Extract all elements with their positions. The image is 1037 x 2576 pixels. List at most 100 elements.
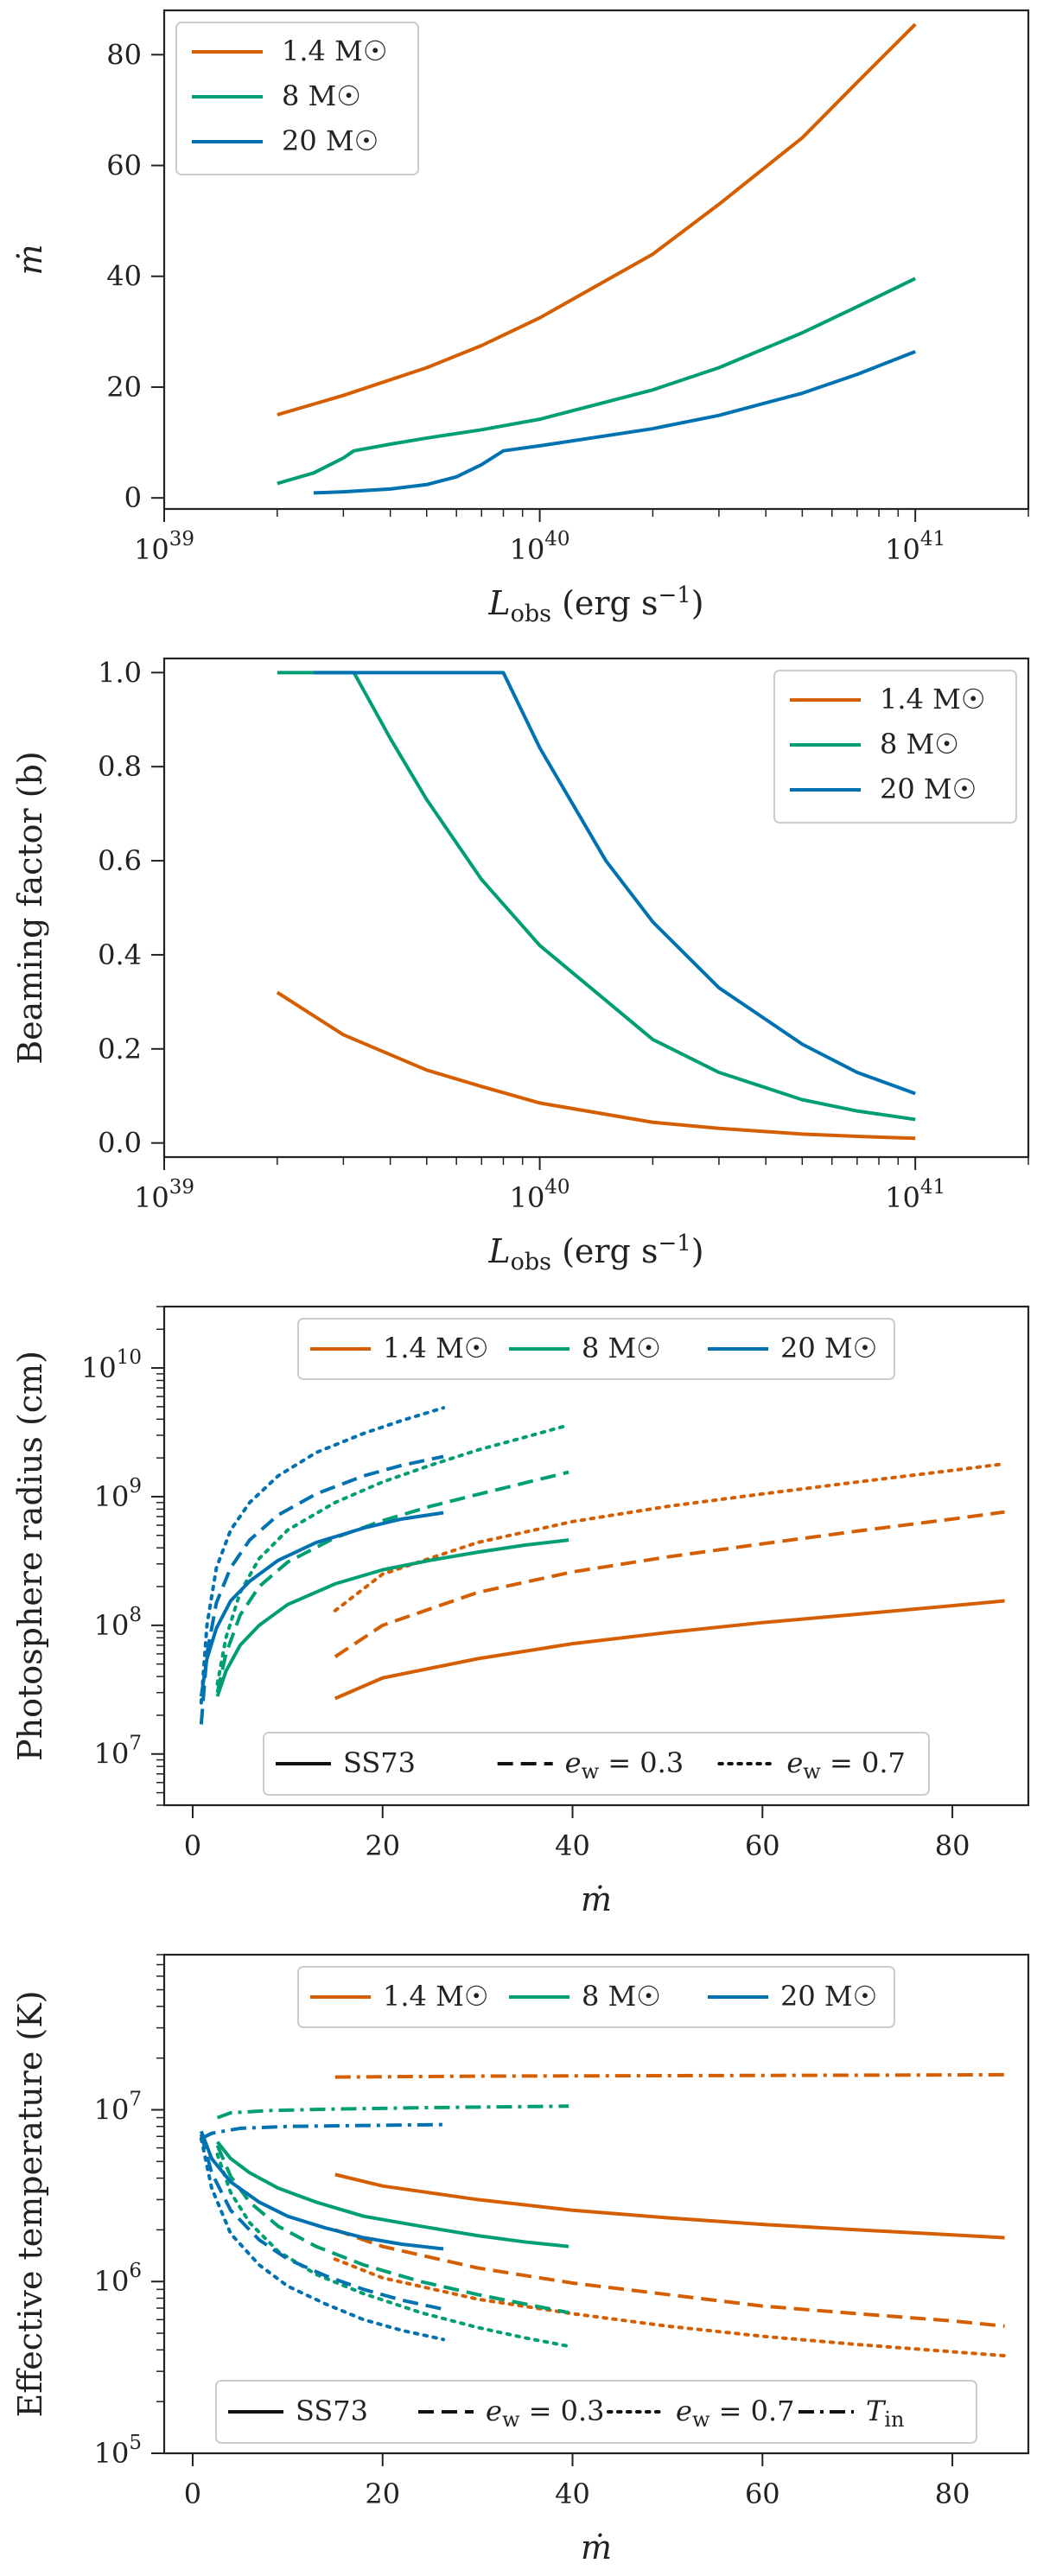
series-line-m8-dashdot — [216, 2104, 569, 2120]
y-tick-label: 107 — [94, 1733, 142, 1771]
series-line-m8-solid — [215, 1538, 569, 1697]
y-tick-label: 60 — [106, 149, 142, 182]
x-tick-label: 1041 — [885, 528, 945, 566]
y-tick-label: 1010 — [81, 1346, 142, 1384]
x-tick-label: 1041 — [885, 1176, 945, 1214]
y-tick-label: 0.2 — [98, 1033, 142, 1065]
x-axis-label: ṁ — [581, 1880, 612, 1918]
y-tick-label: 108 — [94, 1604, 142, 1642]
legend-label-m14: 1.4 M☉ — [880, 683, 986, 716]
legend-label-m8: 8 M☉ — [880, 728, 959, 760]
x-tick-label: 20 — [365, 1829, 400, 1862]
legend-label-m20: 20 M☉ — [880, 773, 977, 805]
style-legend-label-dashed: ew = 0.3 — [565, 1746, 684, 1784]
legend — [297, 1966, 895, 2028]
series-line-m20-dotted — [199, 2136, 446, 2342]
legend-label-m14: 1.4 M☉ — [383, 1980, 489, 2013]
series-line-m20-solid — [313, 671, 916, 1096]
series-line-m20-solid — [199, 2130, 444, 2251]
x-tick-label: 1039 — [134, 528, 194, 566]
x-tick-label: 1040 — [510, 528, 570, 566]
series-line-m20-solid — [199, 1511, 444, 1697]
x-tick-label: 40 — [555, 1829, 590, 1862]
style-legend-label-dashed: ew = 0.3 — [486, 2395, 605, 2432]
y-tick-label: 0.4 — [98, 938, 142, 971]
series-line-m14-solid — [334, 1599, 1005, 1701]
x-axis-label: ṁ — [581, 2528, 612, 2566]
y-tick-label: 105 — [94, 2432, 142, 2470]
chart-mdot: 1039 1040 1041 0 20 40 60 80 Lobs (erg s−1) ṁ 1.4 … — [11, 9, 1030, 627]
series-line-m20-dashdot — [200, 2122, 444, 2140]
axes-frame — [162, 9, 1030, 511]
chart-beaming: 1039 1040 1041 0.0 0.2 0.4 0.6 0.8 1.0 Lobs (erg … — [11, 656, 1030, 1275]
y-tick-label: 109 — [94, 1475, 142, 1513]
x-tick-label: 80 — [935, 1829, 970, 1862]
y-tick-label: 106 — [94, 2260, 142, 2298]
series-line-m14-dashdot — [334, 2072, 1005, 2079]
series-line-m8-solid — [277, 277, 917, 486]
x-tick-label: 40 — [555, 2477, 590, 2510]
style-legend-label-solid: SS73 — [296, 2395, 368, 2427]
x-tick-label: 0 — [184, 2477, 201, 2510]
style-legend-label-dotted: ew = 0.7 — [786, 1746, 906, 1784]
series-group — [276, 671, 916, 1141]
series-group — [277, 22, 917, 495]
series-line-m8-dotted — [215, 2153, 571, 2349]
axes-frame — [162, 1953, 1030, 2455]
x-axis-label: Lobs (erg s−1) — [487, 582, 703, 627]
legend — [297, 1318, 895, 1380]
y-tick-label: 0 — [124, 481, 142, 514]
chart-photosphere: 0 20 40 60 80 107 108 109 1010 ṁ Photosphere radiu… — [11, 1305, 1030, 1918]
legend-label-m20: 20 M☉ — [282, 124, 379, 157]
y-tick-label: 40 — [106, 260, 142, 293]
series-line-m14-solid — [276, 990, 916, 1141]
series-line-m14-solid — [334, 2172, 1005, 2240]
legend-label-m8: 8 M☉ — [582, 1980, 661, 2013]
style-legend — [263, 1732, 930, 1796]
series-line-m14-dashed — [334, 2228, 1005, 2328]
series-group — [199, 2072, 1007, 2358]
chart-temperature: 0 20 40 60 80 105 106 107 ṁ Effective temperature… — [11, 1953, 1030, 2566]
series-line-m14-dotted — [333, 1461, 1007, 1612]
x-tick-label: 80 — [935, 2477, 970, 2510]
style-legend — [215, 2380, 977, 2444]
series-line-m8-dashed — [215, 2144, 569, 2315]
series-line-m20-dashed — [199, 2134, 444, 2312]
series-line-m20-solid — [313, 350, 916, 495]
y-tick-label: 1.0 — [98, 656, 142, 689]
series-line-m14-dashed — [334, 1510, 1005, 1658]
series-line-m14-solid — [277, 22, 917, 417]
series-group — [199, 1406, 1007, 1725]
series-line-m8-solid — [277, 671, 916, 1122]
y-axis-label: Beaming factor (b) — [11, 751, 49, 1065]
y-axis-label: Photosphere radius (cm) — [11, 1351, 49, 1761]
x-tick-label: 1039 — [134, 1176, 194, 1214]
y-axis-label: ṁ — [11, 244, 49, 275]
legend-label-m8: 8 M☉ — [282, 80, 361, 112]
legend — [773, 670, 1017, 824]
x-tick-label: 60 — [745, 1829, 780, 1862]
series-line-m20-dashed — [199, 1454, 444, 1725]
axes-frame — [162, 657, 1030, 1159]
style-legend-label-dotted: ew = 0.7 — [676, 2395, 795, 2432]
y-axis-label: Effective temperature (K) — [11, 1991, 49, 2418]
y-tick-label: 0.0 — [98, 1127, 142, 1160]
legend-label-m14: 1.4 M☉ — [383, 1332, 489, 1364]
y-tick-label: 0.8 — [98, 750, 142, 783]
style-legend-label-dashdot: Tin — [866, 2395, 904, 2432]
axes-frame — [162, 1305, 1030, 1807]
legend-label-m20: 20 M☉ — [780, 1980, 877, 2013]
y-tick-label: 0.6 — [98, 844, 142, 877]
y-tick-label: 107 — [94, 2088, 142, 2126]
legend-label-m20: 20 M☉ — [780, 1332, 877, 1364]
legend-label-m8: 8 M☉ — [582, 1332, 661, 1364]
x-tick-label: 60 — [745, 2477, 780, 2510]
y-tick-label: 20 — [106, 371, 142, 404]
series-line-m8-solid — [215, 2140, 569, 2248]
y-tick-label: 80 — [106, 38, 142, 71]
x-tick-label: 1040 — [510, 1176, 570, 1214]
series-line-m20-dotted — [199, 1406, 446, 1705]
x-axis-label: Lobs (erg s−1) — [487, 1231, 703, 1275]
x-tick-label: 0 — [184, 1829, 201, 1862]
